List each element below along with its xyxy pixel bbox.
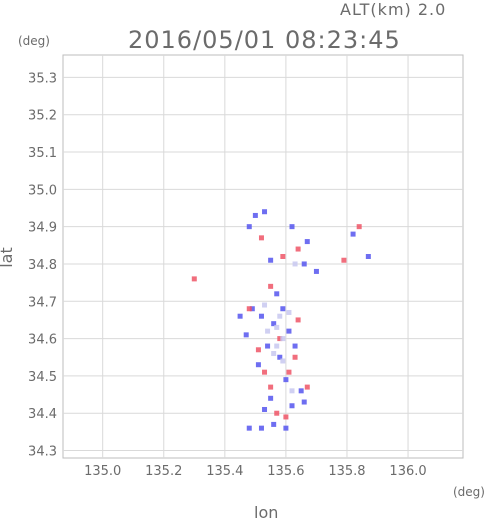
data-point xyxy=(246,425,252,431)
y-tick-label: 35.1 xyxy=(28,146,57,161)
data-point xyxy=(268,257,274,263)
data-point xyxy=(252,212,258,218)
data-point xyxy=(298,388,304,394)
x-unit-label: (deg) xyxy=(453,485,485,499)
data-point xyxy=(255,362,261,368)
data-point xyxy=(268,384,274,390)
data-point xyxy=(277,313,283,319)
data-point xyxy=(274,291,280,297)
data-point xyxy=(258,235,264,241)
data-point xyxy=(274,410,280,416)
data-point xyxy=(304,239,310,245)
y-axis-label: lat xyxy=(0,247,16,268)
y-tick-label: 35.2 xyxy=(28,109,57,124)
data-point xyxy=(265,328,271,334)
y-tick-label: 35.0 xyxy=(28,183,57,198)
data-point xyxy=(365,254,371,259)
data-point xyxy=(258,425,264,431)
data-point xyxy=(258,313,264,319)
data-point xyxy=(268,283,274,289)
data-point xyxy=(304,384,310,390)
data-point xyxy=(274,343,280,349)
altitude-label: ALT(km) 2.0 xyxy=(340,0,447,19)
data-point xyxy=(277,336,283,342)
x-tick-label: 136.0 xyxy=(389,464,426,479)
data-point xyxy=(356,224,362,230)
data-point xyxy=(262,369,268,375)
y-tick-label: 34.9 xyxy=(28,221,57,236)
data-point xyxy=(274,324,280,330)
data-point xyxy=(255,347,261,353)
x-tick-label: 135.6 xyxy=(267,464,304,479)
data-point xyxy=(292,261,298,267)
data-point xyxy=(246,224,252,230)
data-point xyxy=(286,369,292,375)
data-point xyxy=(271,421,277,427)
data-point xyxy=(246,306,252,312)
data-point xyxy=(286,328,292,334)
data-point xyxy=(341,257,347,263)
x-axis-label: lon xyxy=(254,503,279,522)
data-point xyxy=(289,403,295,409)
data-point xyxy=(277,354,283,360)
x-tick-label: 135.0 xyxy=(84,464,121,479)
data-point xyxy=(280,254,286,259)
x-tick-label: 135.8 xyxy=(328,464,365,479)
x-tick-label: 135.2 xyxy=(145,464,182,479)
data-point xyxy=(191,276,197,282)
tick-labels: 135.0 135.2 135.4 135.6 135.8 136.0 34.3 34.4 34… xyxy=(28,71,427,479)
data-point xyxy=(271,351,277,357)
data-point xyxy=(268,395,274,401)
data-point xyxy=(301,399,307,405)
x-tick-label: 135.4 xyxy=(206,464,243,479)
data-point xyxy=(289,224,295,230)
data-point xyxy=(350,231,356,237)
data-point xyxy=(301,261,307,267)
data-point xyxy=(262,302,268,308)
data-point xyxy=(265,343,271,349)
data-point xyxy=(295,317,301,323)
data-point xyxy=(283,377,289,383)
data-point xyxy=(313,268,319,274)
y-tick-label: 34.8 xyxy=(28,258,57,273)
y-tick-label: 34.3 xyxy=(28,445,57,460)
data-point xyxy=(292,354,298,360)
data-point xyxy=(295,246,301,252)
y-tick-label: 35.3 xyxy=(28,71,57,86)
data-point xyxy=(280,306,286,312)
data-point xyxy=(280,336,286,342)
data-point xyxy=(286,309,292,315)
data-point xyxy=(292,343,298,349)
y-tick-label: 34.7 xyxy=(28,295,57,310)
data-points xyxy=(191,209,371,431)
y-unit-label: (deg) xyxy=(18,34,50,48)
y-tick-label: 34.5 xyxy=(28,370,57,385)
data-point xyxy=(283,425,289,431)
y-tick-label: 34.6 xyxy=(28,333,57,348)
y-tick-label: 34.4 xyxy=(28,407,57,422)
data-point xyxy=(237,313,243,319)
timestamp-title: 2016/05/01 08:23:45 xyxy=(128,26,401,54)
grid xyxy=(63,55,463,458)
data-point xyxy=(289,388,295,394)
data-point xyxy=(249,306,255,312)
data-point xyxy=(262,406,268,412)
data-point xyxy=(243,332,249,338)
data-point xyxy=(262,209,268,215)
plot-frame xyxy=(62,54,464,459)
data-point xyxy=(271,321,277,327)
data-point xyxy=(280,358,286,364)
data-point xyxy=(283,414,289,420)
